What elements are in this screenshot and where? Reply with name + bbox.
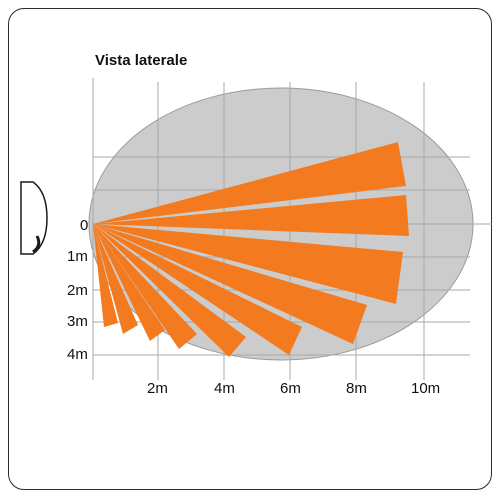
beam-10	[93, 224, 118, 327]
y-label-4m: 4m	[67, 346, 88, 363]
beam-5	[93, 224, 302, 355]
beam-3	[93, 224, 403, 304]
beam-8	[93, 224, 165, 341]
pir-sensor-side-icon	[20, 181, 48, 255]
beam-4	[93, 224, 367, 344]
y-label-2m: 2m	[67, 282, 88, 299]
chart-title: Vista laterale	[95, 52, 188, 69]
beam-6	[93, 224, 246, 357]
y-label-3m: 3m	[67, 313, 88, 330]
detection-beams	[93, 142, 409, 357]
x-label-10m: 10m	[411, 380, 441, 397]
beam-9	[93, 224, 138, 334]
beam-2	[93, 195, 409, 236]
beam-7	[93, 224, 197, 349]
x-label-8m: 8m	[346, 380, 367, 397]
y-label-1m: 1m	[67, 248, 88, 265]
y-label-0m: 0	[80, 217, 89, 234]
x-label-4m: 4m	[214, 380, 235, 397]
x-label-6m: 6m	[280, 380, 301, 397]
x-label-2m: 2m	[147, 380, 168, 397]
beam-1	[93, 142, 406, 224]
